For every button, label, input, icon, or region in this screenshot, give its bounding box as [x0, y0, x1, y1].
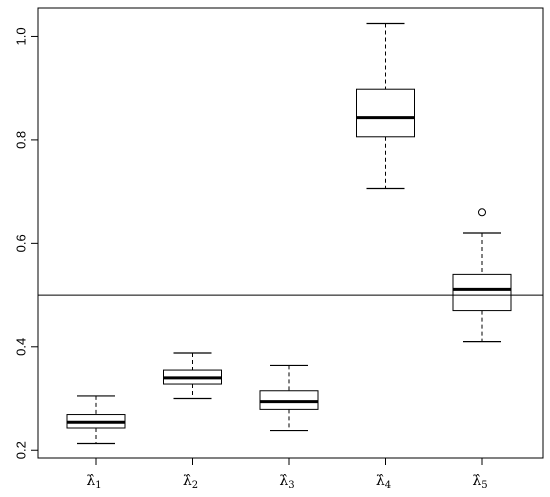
box-iqr: [356, 88, 415, 138]
plot-frame: [37, 7, 544, 459]
y-axis: 0.2 0.4 0.6 0.8 1.0: [13, 27, 38, 459]
box-iqr: [452, 273, 512, 312]
x-tick-label: λ̂5: [472, 473, 487, 491]
box-5: [452, 208, 512, 343]
box-1: [66, 395, 126, 445]
y-tick-label: 0.6: [13, 234, 28, 252]
x-axis: λ̂1 λ̂2 λ̂3 λ̂4 λ̂5: [86, 458, 488, 491]
outlier-point: [478, 208, 486, 217]
box-2: [163, 352, 222, 400]
box-4: [356, 22, 415, 190]
y-tick-label: 0.8: [13, 131, 28, 149]
y-tick-label: 1.0: [13, 27, 28, 45]
x-tick-label: λ̂2: [183, 473, 198, 491]
x-tick-label: λ̂1: [86, 473, 101, 491]
y-tick-label: 0.4: [13, 338, 28, 356]
box-3: [259, 364, 319, 432]
box-iqr: [259, 390, 319, 410]
y-tick-label: 0.2: [13, 441, 28, 459]
x-tick-label: λ̂4: [376, 473, 391, 491]
x-tick-label: λ̂3: [279, 473, 294, 491]
boxes: [66, 22, 512, 445]
